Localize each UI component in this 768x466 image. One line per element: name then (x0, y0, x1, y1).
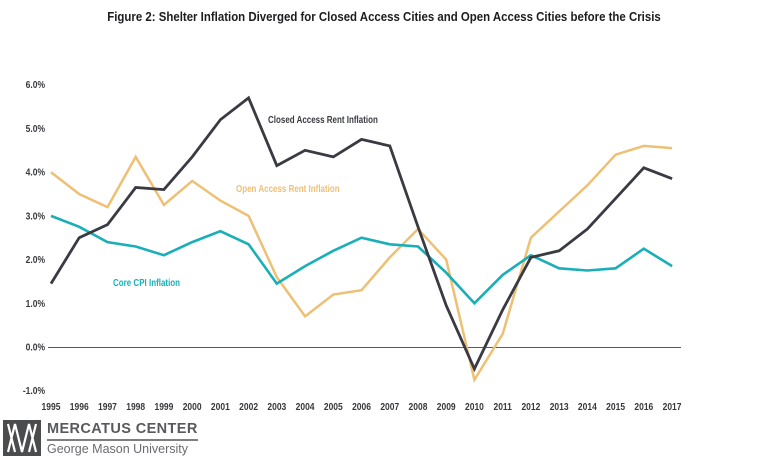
x-axis-tick-label: 2011 (493, 401, 511, 412)
logo-left-diagonal (6, 423, 17, 453)
x-axis-tick-label: 2004 (296, 401, 316, 412)
y-axis-tick-label: 5.0% (26, 123, 45, 134)
x-axis-tick-label: 2014 (578, 401, 598, 412)
x-axis-tick-label: 1996 (70, 401, 89, 412)
footer-logo: MERCATUS CENTER George Mason University (3, 420, 198, 457)
x-axis-tick-label: 2003 (267, 401, 286, 412)
x-axis-tick-label: 1998 (126, 401, 145, 412)
x-axis-tick-label: 2001 (211, 401, 230, 412)
y-axis-tick-label: 4.0% (26, 167, 45, 178)
chart-title: Figure 2: Shelter Inflation Diverged for… (107, 9, 661, 24)
logo-right-diagonal (27, 423, 38, 453)
x-axis-tick-label: 2005 (324, 401, 343, 412)
y-axis-tick-label: 1.0% (26, 298, 45, 309)
x-axis-tick-label: 2007 (380, 401, 399, 412)
open-access-rent-inflation-label: Open Access Rent Inflation (236, 183, 340, 194)
x-axis-tick-label: 1999 (154, 401, 173, 412)
x-axis-tick-label: 2012 (521, 401, 540, 412)
x-axis-tick-label: 2009 (437, 401, 456, 412)
y-axis-tick-label: 6.0% (26, 80, 45, 91)
mercatus-logo-mark (3, 420, 41, 456)
x-axis-tick-label: 2015 (606, 401, 625, 412)
x-axis-tick-label: 1995 (42, 401, 61, 412)
closed-access-rent-inflation-line (49, 95, 673, 373)
footer-org-name: MERCATUS CENTER (47, 421, 198, 437)
x-axis-tick-label: 2008 (409, 401, 428, 412)
x-axis-tick-label: 2000 (183, 401, 202, 412)
y-axis-tick-label: 3.0% (26, 211, 45, 222)
closed-access-rent-inflation-label: Closed Access Rent Inflation (268, 114, 378, 125)
open-access-rent-inflation-line (50, 144, 673, 384)
x-axis-tick-label: 2002 (239, 401, 258, 412)
x-axis-tick-label: 2016 (634, 401, 653, 412)
logo-m-glyph (6, 423, 38, 453)
footer-divider (47, 439, 198, 442)
x-axis-tick-label: 2006 (352, 401, 371, 412)
x-axis-tick-label: 2010 (465, 401, 484, 412)
y-axis-tick-label: -1.0% (23, 386, 45, 397)
core-cpi-inflation-line (50, 214, 673, 306)
y-axis-tick-label: 2.0% (26, 254, 45, 265)
footer-sub-name: George Mason University (47, 442, 189, 457)
x-axis-tick-label: 2013 (550, 401, 569, 412)
y-axis-tick-label: 0.0% (26, 342, 45, 353)
core-cpi-inflation-label: Core CPI Inflation (113, 277, 180, 288)
x-axis-tick-label: 1997 (98, 401, 117, 412)
x-axis-tick-label: 2017 (663, 401, 682, 412)
